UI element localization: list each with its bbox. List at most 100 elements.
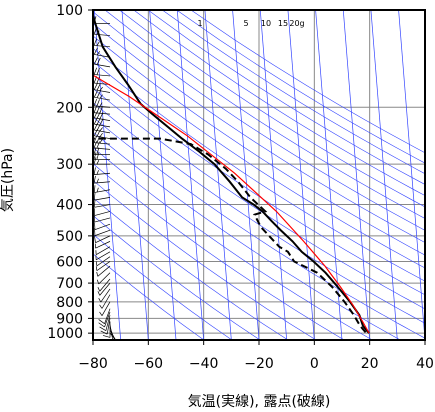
wind-barb-flag xyxy=(116,345,120,346)
wind-barb-staff xyxy=(95,241,111,249)
wind-barb-flag xyxy=(96,152,100,160)
isotherm-line xyxy=(342,10,371,340)
y-axis-title: 気圧(hPa) xyxy=(0,148,16,212)
mixing-ratio-label: 15 xyxy=(278,19,288,28)
wind-barb-flag xyxy=(96,178,99,184)
wind-barb-flag xyxy=(99,304,103,309)
mixing-ratio-label: 1 xyxy=(197,19,202,28)
dry-adiabat-line xyxy=(93,147,373,340)
isotherm-line xyxy=(426,10,435,340)
wind-barb-flag xyxy=(96,117,101,125)
wind-barb-flag xyxy=(97,287,101,292)
isotherm-layer xyxy=(93,10,435,340)
x-tick-label: −80 xyxy=(78,356,108,372)
wind-barb-flag xyxy=(93,90,98,98)
wind-barb-flag xyxy=(99,102,103,107)
wind-barb-flag xyxy=(93,67,97,75)
mixing-ratio-label: 10 xyxy=(261,19,271,28)
dry-adiabat-line xyxy=(93,11,425,231)
dry-adiabat-line xyxy=(93,179,317,340)
wind-barb-flag xyxy=(93,98,97,107)
wind-barb-flag xyxy=(96,51,101,56)
y-tick-label: 700 xyxy=(56,276,83,292)
wind-barb-flag xyxy=(93,83,98,90)
wind-barb-layer xyxy=(93,10,120,346)
dry-adiabat-line xyxy=(93,23,425,243)
wind-barb-flag xyxy=(96,76,100,84)
dry-adiabat-line xyxy=(162,10,425,175)
wind-barb-staff xyxy=(105,315,111,331)
y-tick-label: 1000 xyxy=(47,326,83,342)
wind-barb-flag xyxy=(93,117,98,125)
plot-area xyxy=(93,10,435,346)
wind-barb-flag xyxy=(93,185,96,193)
isotherm-line xyxy=(370,10,398,340)
wind-barb-flag xyxy=(99,326,107,331)
dry-adiabat-line xyxy=(104,10,425,219)
wind-barb-flag xyxy=(99,118,104,126)
wind-barb-flag xyxy=(99,94,103,99)
isotherm-line xyxy=(149,10,177,340)
wind-barb-staff xyxy=(101,301,111,316)
dry-adiabat-line xyxy=(93,253,205,340)
dry-adiabat-line xyxy=(93,163,345,340)
dry-adiabat-line xyxy=(190,10,425,154)
dry-adiabat-line xyxy=(93,197,289,340)
dry-adiabat-line xyxy=(176,10,425,164)
wind-barb-flag xyxy=(94,235,96,243)
y-tick-label: 500 xyxy=(56,229,83,245)
wind-barb-flag xyxy=(93,175,96,184)
wind-barb-staff xyxy=(94,204,111,208)
wind-barb-staff xyxy=(94,96,111,101)
y-tick-label: 100 xyxy=(56,3,83,19)
wind-barb-flag xyxy=(96,57,101,65)
wind-barb-staff xyxy=(94,172,111,175)
wind-barb-staff xyxy=(94,147,111,150)
wind-barb-staff xyxy=(94,197,111,201)
wind-barb-flag xyxy=(93,111,98,119)
wind-barb-staff xyxy=(106,318,111,335)
wind-barb-staff xyxy=(94,229,111,236)
wind-barb-flag xyxy=(94,222,96,230)
wind-barb-flag xyxy=(96,91,101,98)
wind-barb-staff xyxy=(94,223,111,230)
wind-barb-staff xyxy=(99,278,111,292)
wind-barb-flag xyxy=(96,170,99,175)
x-tick-label: 40 xyxy=(416,356,434,372)
wind-barb-staff xyxy=(94,89,111,93)
wind-barb-flag xyxy=(96,83,101,91)
wind-barb-staff xyxy=(94,217,111,223)
wind-barb-flag xyxy=(96,99,100,107)
wind-barb-staff xyxy=(94,54,111,58)
dry-adiabat-line xyxy=(147,10,425,185)
wind-barb-flag xyxy=(94,10,95,11)
wind-barb-staff xyxy=(94,142,111,145)
wind-barb-flag xyxy=(96,41,100,46)
y-tick-label: 800 xyxy=(56,295,83,311)
x-tick-label: −20 xyxy=(244,356,274,372)
isotherm-line xyxy=(315,10,343,340)
wind-barb-flag xyxy=(94,228,96,236)
wind-barb-staff xyxy=(109,330,116,340)
wind-barb-flag xyxy=(93,129,98,136)
wind-barb-flag xyxy=(93,141,97,149)
parcel-line xyxy=(93,74,370,334)
isotherm-line xyxy=(176,10,205,340)
dewpoint-line xyxy=(93,137,368,334)
wind-barb-flag xyxy=(99,139,103,144)
grid-layer xyxy=(93,10,425,340)
wind-barb-flag xyxy=(93,38,97,46)
wind-barb-flag xyxy=(93,192,96,201)
wind-barb-staff xyxy=(94,33,111,36)
wind-barb-flag xyxy=(99,133,103,138)
wind-barb-flag xyxy=(98,322,105,328)
isotherm-line xyxy=(93,10,122,340)
wind-barb-flag xyxy=(96,141,100,149)
temperature-line xyxy=(93,11,370,334)
wind-barb-staff xyxy=(94,181,111,184)
isotherm-line xyxy=(121,10,149,340)
wind-barb-flag xyxy=(96,129,101,137)
wind-barb-staff xyxy=(94,63,111,68)
wind-barb-flag xyxy=(95,266,98,271)
